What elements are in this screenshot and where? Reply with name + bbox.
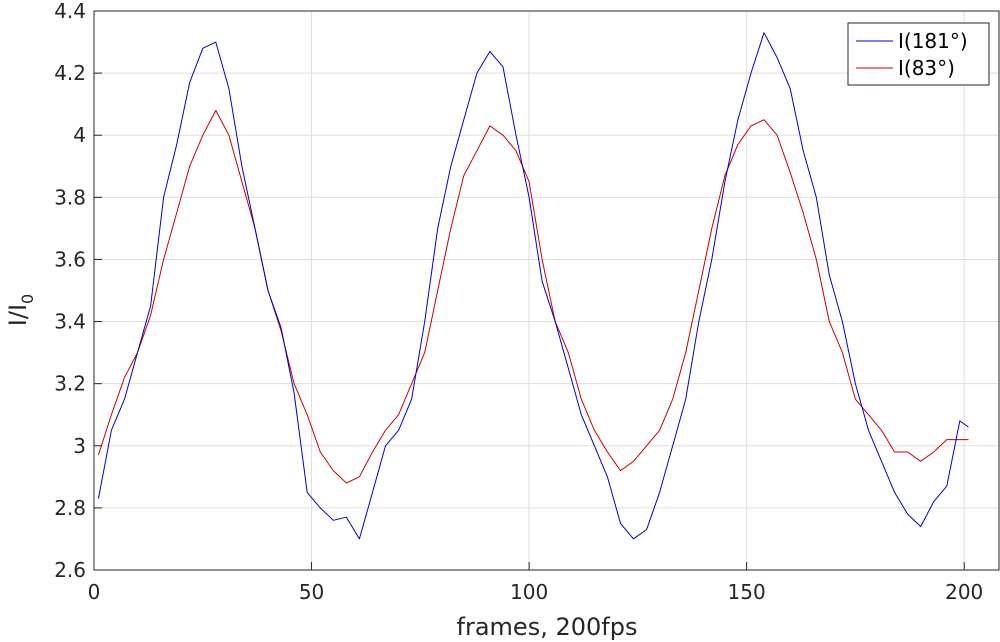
y-tick-label: 4.4: [54, 0, 86, 23]
legend-label-series-2: I(83°): [898, 56, 955, 80]
y-tick-label: 3: [73, 434, 86, 458]
series-line-1: [97, 32, 969, 540]
series-line-2: [97, 109, 969, 484]
y-axis-label-subscript: 0: [18, 294, 37, 304]
plot-background: [94, 11, 999, 570]
series-layer: [97, 32, 969, 540]
y-tick-label: 3.8: [54, 185, 86, 209]
legend-label-series-1: I(181°): [898, 29, 968, 53]
x-axis-ticks: 0 50 100 150 200: [88, 562, 983, 604]
y-axis-label-main: I/I: [4, 304, 32, 326]
svg-text:I/I0: I/I0: [4, 294, 37, 326]
y-tick-label: 4.2: [54, 61, 86, 85]
y-tick-label: 3.4: [54, 310, 86, 334]
y-tick-label: 3.6: [54, 247, 86, 271]
y-tick-label: 2.8: [54, 496, 86, 520]
x-tick-label: 0: [88, 580, 101, 604]
x-tick-label: 50: [299, 580, 324, 604]
y-tick-label: 2.6: [54, 558, 86, 582]
legend: I(181°) I(83°): [847, 22, 990, 86]
y-axis-label: I/I0: [4, 294, 37, 326]
x-tick-label: 100: [510, 580, 548, 604]
x-tick-label: 200: [945, 580, 983, 604]
y-tick-label: 4: [73, 123, 86, 147]
plot-frame: [93, 10, 1000, 571]
legend-box: [847, 22, 990, 86]
y-tick-label: 3.2: [54, 372, 86, 396]
y-axis-ticks: 2.6 2.8 3 3.2 3.4 3.6 3.8 4 4.2 4.4: [54, 0, 102, 582]
x-tick-label: 150: [728, 580, 766, 604]
x-axis-label: frames, 200fps: [457, 613, 638, 641]
